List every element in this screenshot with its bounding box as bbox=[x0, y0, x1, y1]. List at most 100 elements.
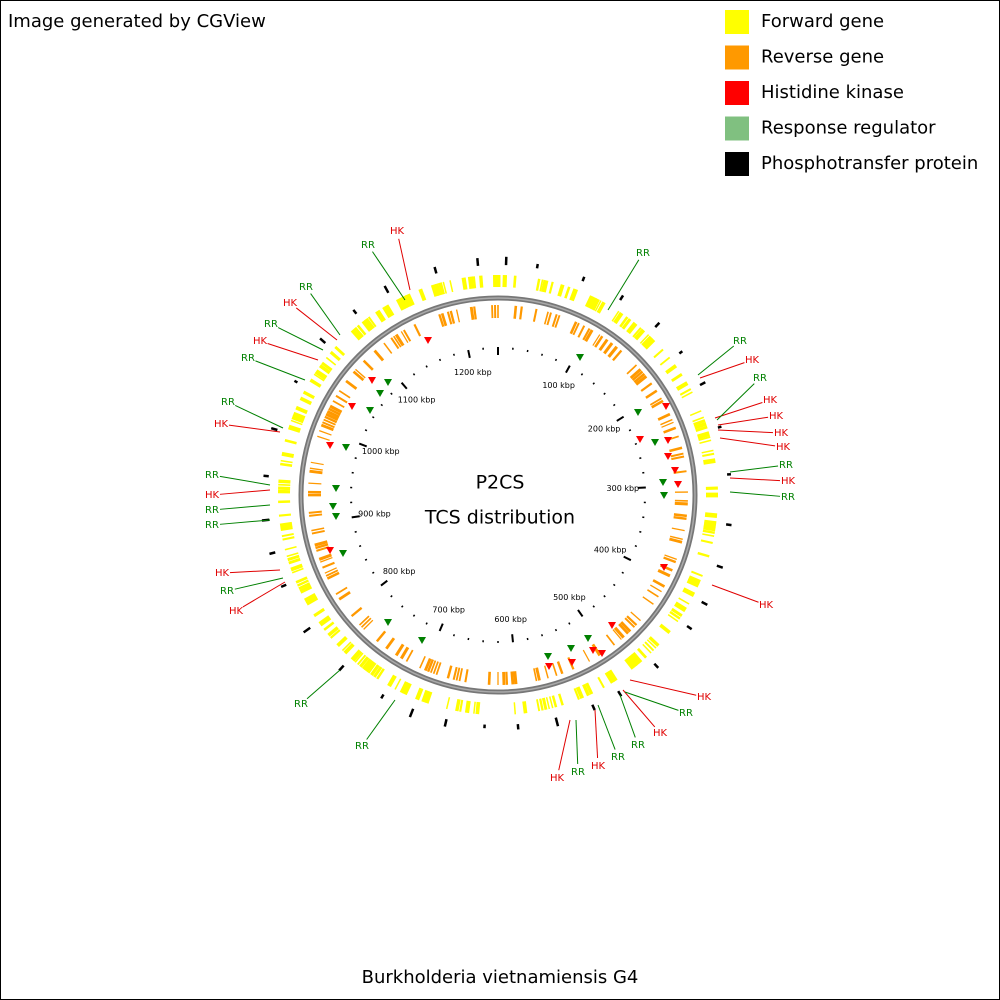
scale-tick bbox=[639, 457, 642, 460]
reverse-gene bbox=[440, 313, 448, 327]
reverse-gene bbox=[469, 306, 475, 320]
feature-leader bbox=[716, 383, 755, 421]
scale-tick bbox=[380, 403, 384, 407]
forward-gene bbox=[548, 281, 554, 294]
reverse-gene bbox=[670, 452, 684, 458]
tcs-marker bbox=[424, 337, 432, 344]
forward-gene bbox=[382, 306, 391, 319]
feature-label: RR bbox=[220, 586, 234, 597]
legend-label: Forward gene bbox=[761, 11, 884, 32]
scale-tick bbox=[400, 382, 408, 390]
forward-gene bbox=[557, 284, 565, 297]
scale-tick bbox=[401, 605, 404, 608]
forward-gene bbox=[698, 436, 711, 442]
forward-gene bbox=[678, 597, 690, 605]
forward-gene bbox=[573, 688, 580, 700]
reverse-gene bbox=[647, 589, 659, 598]
forward-gene bbox=[675, 381, 689, 391]
scale-label: 1100 kbp bbox=[398, 396, 436, 405]
feature-leader bbox=[242, 581, 286, 608]
forward-gene bbox=[299, 396, 312, 406]
forward-gene bbox=[590, 297, 600, 311]
reverse-gene bbox=[533, 668, 538, 682]
forward-gene bbox=[564, 286, 571, 299]
forward-gene bbox=[633, 328, 646, 341]
forward-gene bbox=[626, 655, 638, 669]
forward-gene bbox=[364, 317, 375, 330]
forward-gene bbox=[702, 533, 715, 538]
legend-swatch bbox=[725, 152, 749, 176]
forward-gene bbox=[442, 281, 447, 294]
feature-label: HK bbox=[763, 395, 778, 406]
forward-gene bbox=[697, 551, 710, 558]
feature-leader bbox=[277, 327, 324, 351]
reverse-gene bbox=[385, 637, 396, 650]
forward-gene bbox=[284, 439, 297, 445]
forward-gene bbox=[641, 335, 653, 348]
tcs-marker bbox=[659, 479, 667, 486]
reverse-gene bbox=[519, 306, 523, 320]
feature-leader bbox=[719, 437, 776, 447]
reverse-gene bbox=[383, 342, 393, 354]
reverse-gene bbox=[310, 461, 324, 466]
forward-gene bbox=[288, 424, 301, 433]
scale-tick bbox=[612, 403, 616, 407]
phosphotransfer-mark bbox=[319, 337, 327, 345]
phosphotransfer-mark bbox=[619, 294, 625, 301]
reverse-gene bbox=[309, 469, 323, 475]
backbone-highlight bbox=[300, 297, 696, 693]
forward-gene bbox=[405, 293, 415, 307]
reverse-gene bbox=[332, 400, 345, 409]
feature-label: RR bbox=[611, 752, 625, 763]
phosphotransfer-mark bbox=[725, 523, 732, 527]
scale-tick bbox=[358, 442, 368, 448]
forward-gene bbox=[303, 592, 317, 604]
feature-label: RR bbox=[733, 336, 747, 347]
reverse-gene bbox=[510, 671, 515, 685]
reverse-gene bbox=[323, 418, 336, 426]
feature-leader bbox=[699, 362, 745, 379]
reverse-gene bbox=[635, 374, 648, 386]
feature-leader bbox=[729, 465, 779, 473]
feature-label: RR bbox=[205, 505, 219, 516]
scale-tick bbox=[452, 353, 456, 356]
scale-label: 500 kbp bbox=[553, 593, 586, 602]
forward-gene bbox=[639, 334, 650, 344]
reverse-gene bbox=[473, 306, 477, 320]
forward-gene bbox=[687, 575, 701, 585]
reverse-gene bbox=[435, 662, 442, 676]
forward-gene bbox=[314, 369, 328, 381]
phosphotransfer-mark bbox=[408, 708, 415, 718]
forward-gene bbox=[415, 687, 424, 701]
reverse-gene bbox=[663, 556, 677, 564]
reverse-gene bbox=[322, 421, 335, 429]
forward-gene bbox=[479, 275, 484, 288]
reverse-gene bbox=[438, 313, 445, 328]
reverse-gene bbox=[432, 661, 439, 675]
reverse-gene bbox=[671, 455, 685, 461]
phosphotransfer-mark bbox=[654, 321, 661, 329]
feature-label: RR bbox=[294, 699, 308, 710]
reverse-gene bbox=[326, 571, 340, 580]
feature-label: RR bbox=[753, 373, 767, 384]
feature-label: HK bbox=[745, 355, 760, 366]
reverse-gene bbox=[315, 543, 329, 550]
forward-gene bbox=[607, 669, 618, 682]
feature-label: HK bbox=[550, 773, 565, 784]
reverse-gene bbox=[661, 421, 674, 428]
reverse-gene bbox=[335, 394, 348, 404]
forward-gene bbox=[318, 615, 332, 627]
tcs-marker bbox=[660, 564, 668, 571]
tcs-marker bbox=[598, 650, 606, 657]
tcs-marker bbox=[567, 645, 575, 652]
reverse-gene bbox=[572, 322, 580, 336]
feature-leader bbox=[717, 416, 769, 426]
reverse-gene bbox=[322, 561, 335, 569]
reverse-gene bbox=[605, 634, 616, 646]
scale-tick bbox=[540, 634, 544, 637]
forward-gene bbox=[467, 276, 475, 289]
scale-tick bbox=[612, 583, 616, 587]
reverse-gene bbox=[329, 404, 343, 414]
scale-label: 700 kbp bbox=[432, 605, 465, 614]
reverse-gene bbox=[328, 407, 341, 416]
